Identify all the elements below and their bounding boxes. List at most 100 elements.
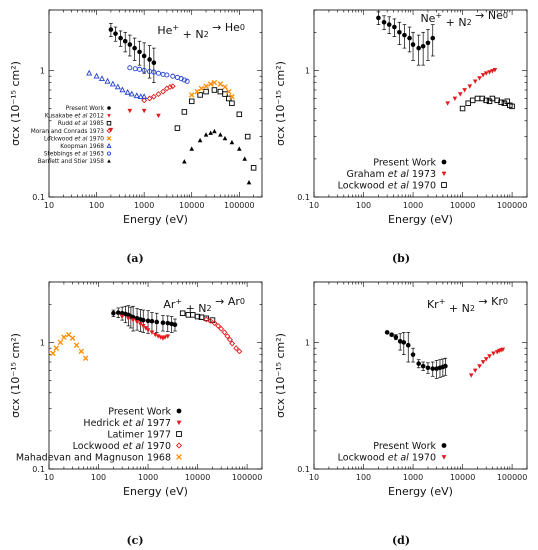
data-point [147,57,152,62]
legend-marker [106,143,112,148]
data-point [155,91,162,98]
data-point [167,84,173,90]
data-point [108,27,114,32]
data-point [181,109,188,115]
data-point [104,77,111,84]
data-point [128,90,135,97]
panel-tag: (b) [392,252,410,265]
data-point [93,72,100,79]
data-point [397,29,402,35]
series-5 [86,69,148,99]
data-point [127,42,133,47]
data-point [86,69,93,76]
x-tick-label: 100 [356,201,371,210]
data-point [226,336,233,343]
series-1 [468,347,506,378]
data-point [165,320,171,326]
data-point [401,340,407,345]
data-point [126,316,131,321]
y-tick-label: 1 [305,66,310,75]
data-point [229,93,235,100]
data-point [188,98,195,105]
data-point [229,340,236,347]
data-point [145,328,151,333]
plot-frame [48,281,263,470]
legend-label: Present Work [373,441,436,452]
data-point [132,45,137,51]
data-point [170,73,176,79]
data-point [477,76,482,81]
legend-marker [441,182,447,188]
data-point [162,335,168,340]
data-point [410,352,416,357]
data-point [212,128,217,134]
y-tick-label: 0.1 [32,193,45,202]
y-tick-label: 1 [40,338,45,347]
data-point [498,99,504,106]
data-point [217,81,224,87]
x-tick-label: 1000 [403,201,423,210]
legend-marker [176,408,182,414]
legend-marker [441,455,447,460]
data-point [132,66,138,72]
data-point [467,84,473,89]
data-point [188,92,195,98]
series-2 [179,310,216,323]
x-tick-label: 100000 [232,473,263,482]
data-point [151,60,157,66]
legend-label: Present Work [66,106,105,112]
data-point [443,363,448,369]
data-point [149,318,155,324]
data-point [392,24,397,30]
legend-label: Lockwood et al 1970 [338,180,436,191]
series-3 [141,83,176,104]
series-3 [203,316,243,355]
data-point [127,65,133,71]
data-point [489,95,496,102]
data-point [114,83,121,90]
data-point [141,93,148,99]
plot-frame [313,9,528,198]
reaction-label: Ne+ + N2 → Ne0 [420,9,508,29]
data-point [468,373,474,378]
data-point [141,53,147,59]
data-point [487,354,492,359]
data-point [386,22,392,27]
data-point [141,67,147,73]
data-point [474,95,481,102]
data-point [150,93,157,100]
data-point [384,330,390,335]
data-point [119,314,125,320]
data-point [155,70,161,76]
data-point [194,313,201,320]
data-point [211,87,218,93]
series-2 [174,87,257,171]
x-axis-label: Energy (eV) [123,485,188,498]
series-2 [459,95,515,112]
legend-label: Present Work [108,406,171,417]
x-tick-label: 1000 [138,473,158,482]
data-point [156,113,161,119]
y-axis-label: σcx (10⁻¹⁵ cm²) [9,61,22,146]
data-point [509,103,515,110]
legend-label: Hedrick et al 1977 [83,418,171,429]
legend-marker [106,128,112,134]
data-point [236,348,243,355]
data-point [487,70,492,75]
y-axis: 0.11 [297,9,527,202]
data-point [477,364,482,369]
y-tick-label: 1 [305,338,310,347]
reaction-label: He+ + N2 → He0 [157,21,245,41]
data-point [208,130,213,135]
data-point [222,135,228,141]
legend-label: Koopman 1968 [60,144,104,150]
data-point [452,96,458,102]
legend-marker [175,442,183,449]
legend-label: Graham et al 1973 [347,169,436,180]
data-point [189,146,195,151]
data-point [217,88,224,95]
panel-tag: (d) [392,534,410,547]
